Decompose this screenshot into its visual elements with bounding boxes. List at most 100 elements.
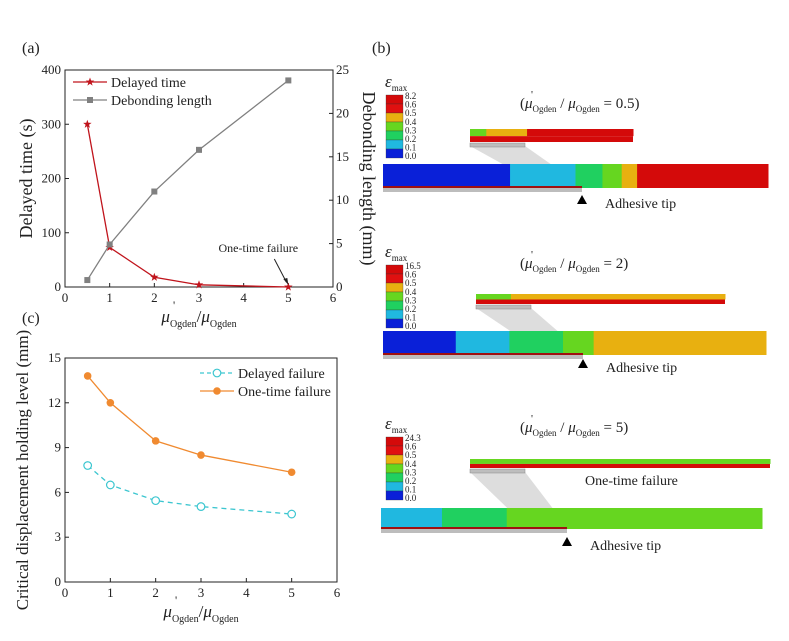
colorbar-label: 0.1 (405, 485, 416, 495)
colorbar-swatch (385, 490, 404, 501)
x-tick-label-a: 0 (62, 290, 69, 305)
contour-region (455, 331, 510, 355)
contour-region (621, 164, 638, 188)
y-tick-label-a: 0 (55, 279, 62, 294)
colorbar-swatch (385, 103, 404, 114)
y-tick-label-c: 15 (48, 350, 61, 365)
case-title: (μOgden / μOgden = 2) (520, 256, 628, 274)
case-title-prime: ' (531, 249, 533, 261)
data-point-c-0 (287, 509, 297, 519)
x-tick-label-c: 1 (107, 585, 114, 600)
colorbar-label: 0.6 (405, 442, 417, 452)
legend-marker-c-1 (213, 387, 221, 395)
x-tick-label-c: 4 (243, 585, 250, 600)
case-title-prime: ' (531, 89, 533, 101)
y2-tick-label-a: 5 (336, 236, 343, 251)
substrate (383, 188, 582, 192)
colorbar-swatch (385, 472, 404, 483)
y-axis-label-a: Delayed time (s) (16, 119, 37, 239)
x-tick-label-c: 5 (288, 585, 295, 600)
colorbar-label: 0.2 (405, 476, 416, 486)
annotation-arrowhead (283, 278, 289, 285)
colorbar-label: 0.4 (405, 459, 417, 469)
colorbar-label: 0.0 (405, 493, 417, 503)
colorbar-label: 0.4 (405, 117, 417, 127)
adhesive-tip-marker-icon (562, 537, 572, 546)
data-point-a-1 (285, 77, 292, 84)
x-tick-label-a: 4 (240, 290, 247, 305)
legend-title-epsilon-max: εmax (385, 414, 408, 435)
inset-substrate (469, 142, 526, 148)
x-tick-label-a: 1 (106, 290, 113, 305)
colorbar-swatch (385, 139, 404, 150)
adhesive-tip-marker-icon (577, 195, 587, 204)
x-axis-label-c: μOgden/μOgden (162, 602, 238, 625)
case-ratio-value: 2 (616, 256, 624, 272)
colorbar-label: 0.5 (405, 278, 417, 288)
inset-adhesive-region (470, 136, 633, 142)
adhesive-layer (383, 353, 583, 355)
data-point-c-1 (151, 437, 160, 445)
colorbar-label: 0.6 (405, 270, 417, 280)
case-title-prime: ' (531, 413, 533, 425)
legend-marker-a-1 (87, 97, 93, 103)
legend-label-a-0: Delayed time (111, 76, 186, 91)
adhesive-tip-label: Adhesive tip (606, 361, 677, 376)
x-tick-label-c: 3 (198, 585, 205, 600)
data-point-a-1 (151, 188, 158, 195)
colorbar-label: 0.3 (405, 125, 417, 135)
y-tick-label-c: 12 (48, 395, 61, 410)
colorbar-label: 0.0 (405, 151, 417, 161)
x-tick-label-a: 5 (285, 290, 292, 305)
x-axis-label-a: μOgden/μOgden (160, 307, 236, 330)
colorbar-label: 0.0 (405, 321, 417, 331)
adhesive-tip-label: Adhesive tip (605, 197, 676, 212)
colorbar-label: 0.3 (405, 295, 417, 305)
substrate (383, 355, 583, 359)
panel-label-a: (a) (22, 40, 40, 57)
contour-region (593, 331, 767, 355)
contour-region (575, 164, 603, 188)
y-tick-label-c: 9 (55, 440, 62, 455)
colorbar-swatch (385, 463, 404, 474)
x-axis-label-a-prime: ' (173, 298, 175, 312)
y-tick-label-c: 6 (55, 484, 62, 499)
data-point-a-1 (196, 146, 202, 153)
y2-tick-label-a: 25 (336, 62, 349, 77)
legend-label-c-1: One-time failure (238, 385, 331, 400)
contour-region (441, 508, 508, 529)
inset-substrate (475, 304, 532, 310)
colorbar-label: 0.2 (405, 134, 416, 144)
data-point-a-0 (194, 280, 204, 289)
adhesive-layer (383, 186, 582, 188)
colorbar-label: 8.2 (405, 91, 416, 101)
case-title: (μOgden / μOgden = 0.5) (520, 96, 639, 114)
series-line-a-0 (86, 124, 289, 288)
y-tick-label-a: 400 (42, 62, 62, 77)
y-tick-label-c: 3 (55, 529, 62, 544)
colorbar-label: 0.1 (405, 143, 416, 153)
colorbar-label: 16.5 (405, 261, 421, 271)
inset-substrate (469, 468, 526, 474)
y-tick-label-a: 200 (42, 171, 62, 186)
contour-region (563, 331, 595, 355)
series-line-c-0 (87, 465, 292, 515)
colorbar-swatch (385, 291, 404, 302)
legend-title-epsilon-max: εmax (385, 242, 408, 263)
data-point-c-1 (197, 451, 205, 459)
colorbar-swatch (385, 94, 404, 105)
data-point-c-0 (83, 461, 93, 470)
colorbar-swatch (385, 309, 404, 320)
panel-label-c: (c) (22, 310, 40, 327)
colorbar-swatch (385, 445, 404, 456)
colorbar-swatch (385, 282, 404, 293)
y2-tick-label-a: 20 (336, 105, 349, 120)
inset-contour-region (527, 129, 634, 137)
annotation-one-time-failure: One-time failure (219, 241, 299, 255)
x-tick-label-c: 2 (152, 585, 159, 600)
x-tick-label-a: 6 (330, 290, 337, 305)
adhesive-layer (381, 527, 567, 529)
inset-adhesive-region (476, 299, 725, 304)
y2-axis-label: Debonding length (mm) (358, 92, 379, 266)
colorbar-swatch (385, 273, 404, 284)
